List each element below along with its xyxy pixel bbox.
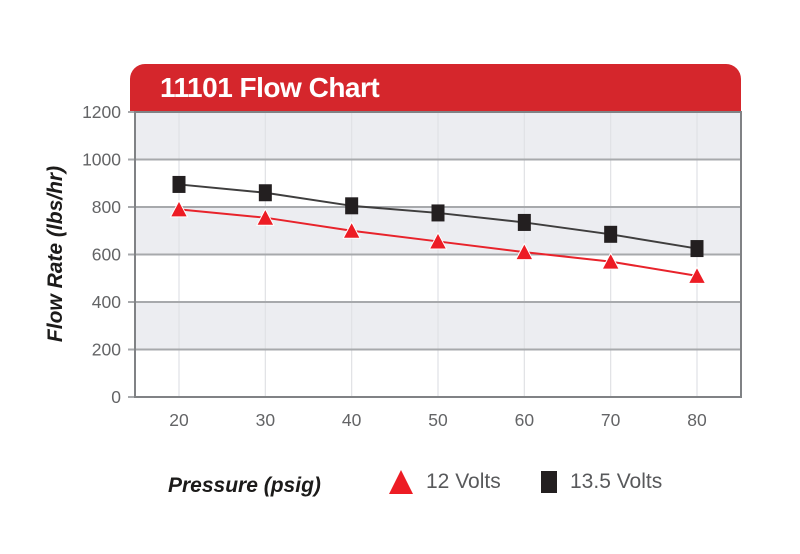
- x-tick-label: 80: [687, 410, 707, 430]
- y-tick-label: 1000: [82, 150, 121, 170]
- data-point-square: [690, 240, 704, 258]
- y-tick-label: 800: [92, 197, 121, 217]
- x-tick-label: 40: [342, 410, 362, 430]
- data-point-square: [258, 184, 272, 202]
- y-axis-title: Flow Rate (lbs/hr): [44, 165, 67, 343]
- chart-title: 11101 Flow Chart: [160, 72, 380, 103]
- data-point-triangle: [169, 199, 189, 218]
- data-point-triangle: [687, 266, 707, 284]
- legend-item-12-volts: 12 Volts: [388, 468, 501, 496]
- data-point-triangle: [342, 221, 361, 239]
- data-point-square: [172, 175, 186, 193]
- y-tick-label: 200: [92, 340, 121, 360]
- chart-header: 11101 Flow Chart: [130, 64, 741, 113]
- plot-border: [134, 111, 742, 398]
- data-point-square: [604, 225, 618, 243]
- x-tick-label: 20: [169, 410, 189, 430]
- x-axis-title: Pressure (psig): [168, 474, 321, 497]
- x-tick-label: 70: [601, 410, 621, 430]
- data-point-triangle: [601, 252, 620, 270]
- square-marker-icon: [541, 471, 557, 493]
- flow-chart-plot: 0 200 400 600 800 1000 1200 20 30 40 50 60 70 80: [82, 105, 742, 430]
- x-tick-label: 60: [515, 410, 535, 430]
- y-tick-label: 400: [92, 292, 121, 312]
- data-point-triangle: [256, 208, 275, 226]
- data-point-triangle: [428, 231, 448, 250]
- triangle-marker-icon: [389, 470, 413, 494]
- legend-label: 13.5 Volts: [570, 470, 663, 493]
- data-point-square: [431, 204, 445, 222]
- data-point-square: [345, 197, 359, 215]
- x-tick-label: 50: [428, 410, 448, 430]
- legend-item-13-5-volts: 13.5 Volts: [540, 470, 662, 494]
- legend-label: 12 Volts: [426, 470, 501, 493]
- y-tick-label: 0: [111, 387, 121, 407]
- data-point-square: [517, 213, 531, 231]
- y-tick-label: 600: [92, 245, 121, 265]
- data-point-triangle: [515, 242, 534, 261]
- x-tick-label: 30: [256, 410, 276, 430]
- y-tick-label: 1200: [82, 105, 121, 122]
